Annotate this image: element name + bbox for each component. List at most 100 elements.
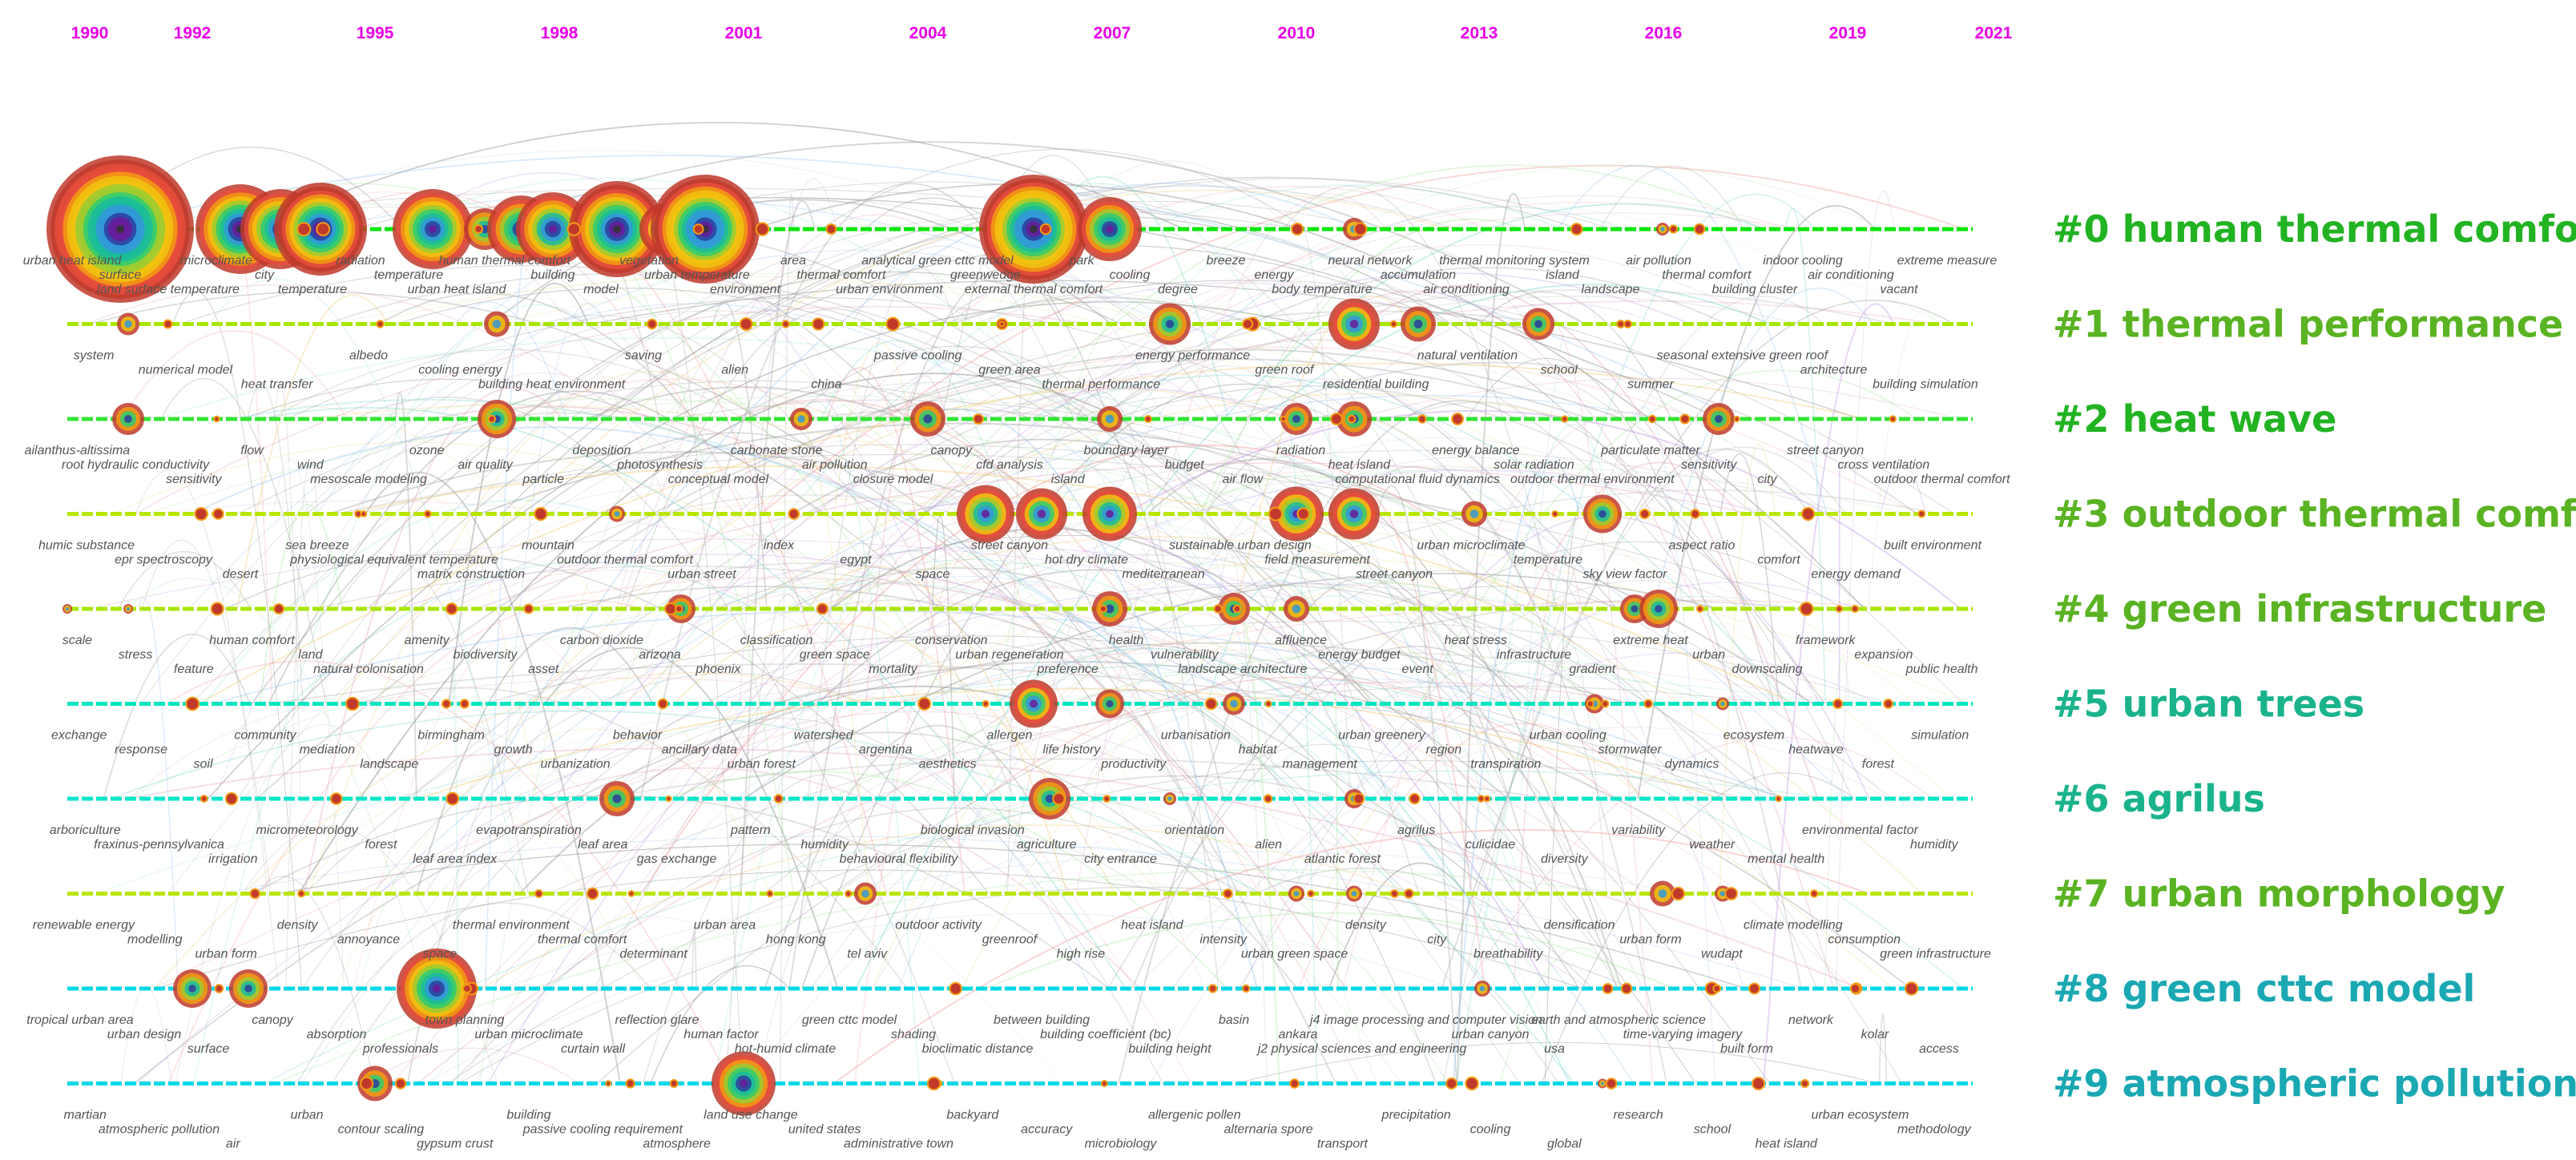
keyword-label: density: [1345, 919, 1387, 932]
keyword-label: index: [764, 539, 795, 553]
co-citation-link: [1557, 164, 1828, 514]
citation-node: [1288, 885, 1304, 902]
co-citation-link: [865, 346, 1918, 515]
citation-node: [1223, 692, 1245, 715]
citation-node: [112, 403, 144, 435]
keyword-label: urban forest: [728, 758, 796, 771]
keyword-label: particle: [522, 473, 564, 486]
keyword-label: breathability: [1473, 948, 1543, 961]
citation-node: [1404, 888, 1414, 899]
keyword-label: epr spectroscopy: [115, 554, 213, 567]
co-citation-link: [1325, 485, 1486, 989]
co-citation-link: [1343, 465, 1667, 1084]
keyword-label: heat island: [1121, 919, 1183, 932]
co-citation-link: [133, 642, 1628, 1085]
citation-node: [1204, 697, 1218, 711]
co-citation-link: [986, 374, 1210, 610]
keyword-label: thermal comfort: [538, 933, 627, 947]
citation-node: [1522, 308, 1554, 340]
co-citation-link: [301, 575, 1131, 1084]
keyword-label: wind: [297, 458, 325, 472]
co-citation-link: [277, 844, 1747, 989]
citation-node: [1671, 886, 1685, 901]
co-citation-link: [584, 562, 1560, 1084]
co-citation-link: [623, 393, 1571, 704]
keyword-label: land surface temperature: [97, 283, 240, 296]
co-citation-link: [1763, 303, 1895, 1084]
co-citation-link: [1099, 267, 1727, 420]
keyword-label: forest: [1862, 758, 1895, 771]
citation-node: [1650, 880, 1675, 907]
co-citation-link: [831, 652, 1720, 800]
citation-node: [1775, 795, 1782, 803]
citation-node: [1889, 415, 1897, 423]
co-citation-link: [1452, 514, 1870, 800]
citation-node: [296, 222, 312, 236]
keyword-label: model: [583, 283, 619, 296]
keyword-label: thermal performance: [1042, 378, 1160, 392]
co-citation-link: [746, 847, 1245, 1084]
keyword-label: agriculture: [1017, 838, 1077, 852]
co-citation-link: [127, 747, 1861, 989]
citation-node: [1639, 590, 1678, 628]
keyword-label: green roof: [1255, 364, 1314, 377]
co-citation-link: [671, 399, 1893, 800]
keyword-label: irrigation: [208, 852, 257, 866]
keyword-label: extreme heat: [1613, 634, 1688, 647]
co-citation-link: [141, 539, 272, 894]
co-citation-link: [446, 759, 1746, 1084]
citation-node: [1143, 415, 1152, 423]
co-citation-link: [1377, 485, 1457, 1084]
co-citation-link: [1335, 663, 1402, 704]
co-citation-link: [1078, 302, 1659, 800]
co-citation-link: [972, 280, 1830, 514]
citation-node: [360, 1076, 374, 1091]
citation-node: [1623, 320, 1632, 328]
keyword-label: green space: [800, 648, 870, 662]
co-citation-link: [224, 554, 990, 894]
keyword-label: mountain: [522, 539, 574, 553]
co-citation-link: [706, 582, 1550, 989]
citation-node: [297, 889, 305, 898]
keyword-label: urban: [291, 1109, 324, 1122]
citation-node: [345, 696, 360, 711]
co-citation-link: [667, 771, 1228, 989]
keyword-label: usa: [1544, 1042, 1565, 1056]
keyword-label: infrastructure: [1497, 648, 1571, 662]
citation-node: [1289, 1078, 1300, 1089]
citation-node: [675, 604, 683, 614]
co-citation-link: [147, 395, 1538, 514]
co-citation-link: [1476, 446, 1847, 894]
keyword-label: thermal comfort: [796, 268, 886, 282]
co-citation-link: [1401, 401, 1853, 800]
keyword-label: habitat: [1239, 743, 1278, 757]
co-citation-link: [378, 292, 694, 420]
citation-node: [773, 794, 784, 804]
co-citation-link: [90, 291, 1209, 800]
keyword-label: public health: [1905, 663, 1978, 676]
co-citation-link: [268, 390, 669, 704]
cluster-label: #5 urban trees: [2053, 683, 2364, 726]
keyword-label: bioclimatic distance: [922, 1042, 1034, 1056]
co-citation-link: [697, 212, 1804, 610]
citation-node: [1242, 318, 1254, 330]
co-citation-link: [394, 391, 417, 800]
co-citation-link: [199, 362, 1867, 705]
co-citation-link: [1297, 723, 1643, 989]
co-citation-link: [1050, 206, 1626, 514]
keyword-label: basin: [1219, 1013, 1249, 1027]
keyword-label: particulate matter: [1600, 444, 1700, 457]
citation-node: [1346, 885, 1362, 902]
keyword-label: building cluster: [1712, 283, 1798, 296]
co-citation-link: [725, 594, 800, 1084]
co-citation-link: [175, 723, 392, 1084]
keyword-label: network: [1788, 1013, 1834, 1027]
keyword-label: building coefficient (bc): [1040, 1028, 1171, 1041]
co-citation-link: [326, 273, 1771, 1085]
keyword-label: mesoscale modeling: [310, 473, 427, 486]
citation-node: [1307, 889, 1315, 898]
co-citation-link: [1207, 245, 1529, 514]
co-citation-link: [1520, 290, 1597, 800]
co-citation-link: [301, 672, 863, 989]
keyword-label: humidity: [800, 838, 849, 852]
